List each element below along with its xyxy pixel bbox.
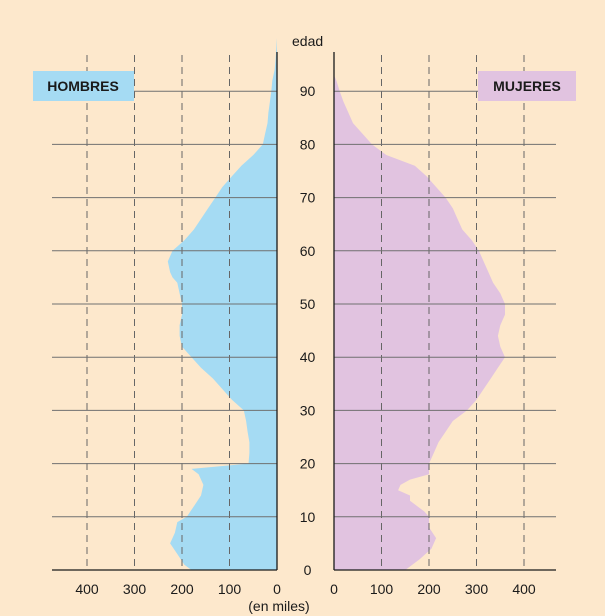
legend-men-swatch xyxy=(33,71,134,101)
x-tick-left-400: 400 xyxy=(75,581,99,597)
age-tick-90: 90 xyxy=(300,83,316,99)
age-tick-70: 70 xyxy=(300,190,316,206)
unit-label: (en miles) xyxy=(248,598,309,614)
women-population-area xyxy=(334,75,505,570)
age-tick-50: 50 xyxy=(300,296,316,312)
axes xyxy=(52,52,556,571)
x-tick-right-0: 0 xyxy=(330,581,338,597)
legend-women-label: MUJERES xyxy=(493,78,561,94)
horizontal-gridlines xyxy=(52,90,556,518)
x-tick-left-0: 0 xyxy=(273,581,281,597)
age-tick-0: 0 xyxy=(304,562,312,578)
x-tick-right-300: 300 xyxy=(465,581,489,597)
age-tick-10: 10 xyxy=(300,509,316,525)
x-tick-right-100: 100 xyxy=(370,581,394,597)
age-tick-30: 30 xyxy=(300,402,316,418)
tick-labels: 0 10 20 30 40 50 60 70 80 90 400 300 200 100 0 0 100 200 3… xyxy=(75,83,536,597)
legend-men-label: HOMBRES xyxy=(47,78,119,94)
age-tick-20: 20 xyxy=(300,456,316,472)
x-tick-right-200: 200 xyxy=(417,581,441,597)
legend-women-swatch xyxy=(478,71,576,101)
age-tick-80: 80 xyxy=(300,136,316,152)
age-axis-label: edad xyxy=(292,33,323,49)
legend-men: HOMBRES xyxy=(33,71,134,101)
age-tick-40: 40 xyxy=(300,349,316,365)
x-tick-left-300: 300 xyxy=(123,581,147,597)
x-tick-left-100: 100 xyxy=(218,581,242,597)
legend-women: MUJERES xyxy=(478,71,576,101)
vertical-gridlines xyxy=(86,55,525,570)
x-tick-right-400: 400 xyxy=(512,581,536,597)
x-tick-left-200: 200 xyxy=(170,581,194,597)
age-tick-60: 60 xyxy=(300,243,316,259)
